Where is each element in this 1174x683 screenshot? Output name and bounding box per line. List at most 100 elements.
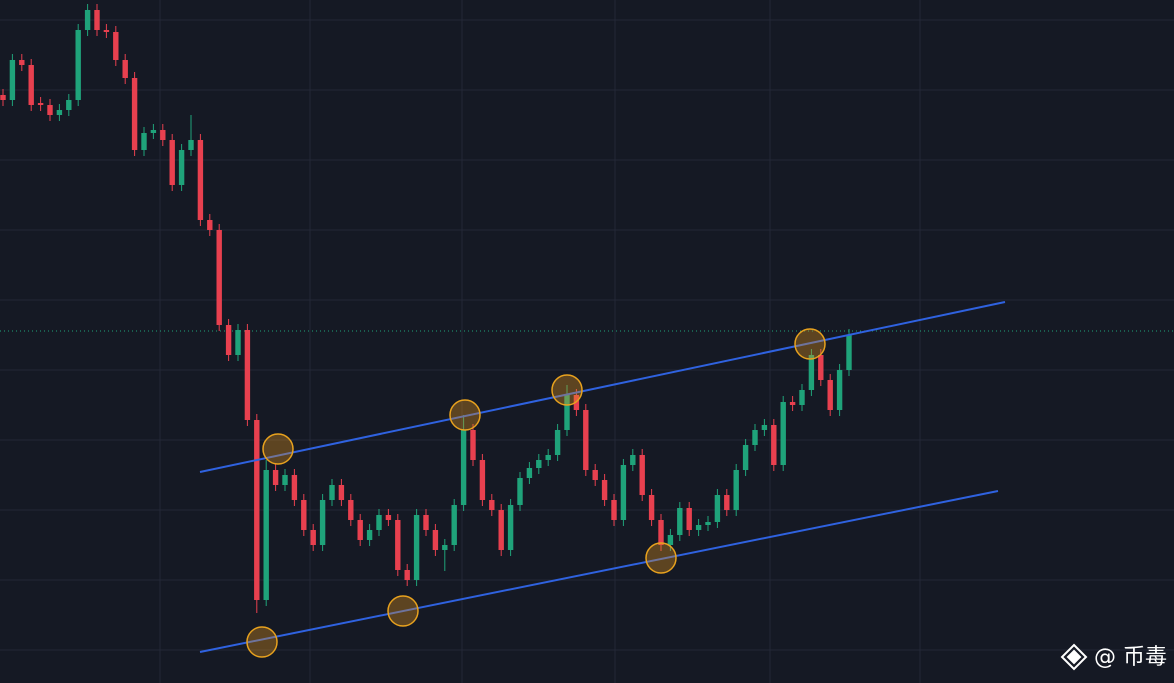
touch-marker <box>645 542 677 574</box>
candle-body <box>329 485 335 500</box>
touch-marker <box>262 433 294 465</box>
candle-body <box>742 445 749 470</box>
candle-body <box>818 355 824 380</box>
candle-body <box>37 103 44 105</box>
candle-body <box>366 530 373 540</box>
candle-body <box>846 335 852 370</box>
logo-center <box>1066 649 1082 665</box>
lower-channel-line <box>199 490 999 653</box>
candle-body <box>301 500 307 530</box>
candle-body <box>808 355 815 390</box>
candle-body <box>131 78 138 150</box>
candle-body <box>451 505 457 545</box>
candle-body <box>235 330 241 355</box>
candle-body <box>526 468 533 478</box>
candle-body <box>423 515 429 530</box>
touch-marker <box>449 399 481 431</box>
candle-body <box>564 395 570 430</box>
candle-body <box>686 508 692 530</box>
candle-body <box>291 475 298 500</box>
candle-body <box>84 10 91 30</box>
candle-body <box>601 480 608 500</box>
candle-body <box>66 100 72 110</box>
candle-body <box>28 65 34 105</box>
candle-body <box>836 370 843 410</box>
candle-body <box>150 130 157 133</box>
candle-body <box>160 130 166 140</box>
candle-body <box>639 455 645 495</box>
candle-body <box>620 465 627 520</box>
touch-marker <box>794 328 826 360</box>
watermark: @ 币毒 <box>1094 645 1167 670</box>
candle-body <box>413 515 420 580</box>
candle-body <box>752 430 758 445</box>
candle-body <box>141 133 147 150</box>
candle-body <box>479 460 486 500</box>
candle-body <box>507 505 514 550</box>
candle-body <box>517 478 523 505</box>
candle-body <box>695 525 702 530</box>
candle-body <box>658 520 664 545</box>
candle-body <box>113 32 119 60</box>
candle-body <box>827 380 833 410</box>
candle-body <box>178 150 185 185</box>
candle-body <box>714 495 721 522</box>
upper-channel-line <box>199 301 1006 473</box>
candle-body <box>489 500 495 510</box>
candle-body <box>761 425 768 430</box>
candle-body <box>9 60 16 100</box>
candle-body <box>667 535 674 545</box>
candle-body <box>19 60 25 65</box>
candle-body <box>319 500 326 545</box>
candle-body <box>536 460 542 468</box>
candles <box>0 4 852 613</box>
candle-body <box>385 515 392 520</box>
touch-marker <box>246 626 278 658</box>
candle-body <box>103 30 110 32</box>
candle-body <box>771 425 777 465</box>
candle-body <box>733 470 739 510</box>
candle-body <box>207 220 213 230</box>
candle-body <box>432 530 439 550</box>
candle-body <box>272 470 279 485</box>
candle-body <box>169 140 175 185</box>
touch-marker <box>551 374 583 406</box>
candle-body <box>357 520 363 540</box>
candle-body <box>75 30 81 100</box>
trend-lines <box>199 301 1006 653</box>
candle-body <box>188 140 194 150</box>
candle-body <box>376 515 382 530</box>
candle-body <box>0 95 6 100</box>
candle-body <box>197 140 204 220</box>
candle-body <box>338 485 345 500</box>
candle-body <box>94 10 100 30</box>
candle-body <box>498 510 504 550</box>
candle-body <box>705 522 711 525</box>
candle-body <box>254 420 260 600</box>
candle-body <box>554 430 561 455</box>
candle-body <box>348 500 354 520</box>
touch-marker <box>387 595 419 627</box>
candle-body <box>244 330 251 420</box>
candle-body <box>122 60 128 78</box>
candle-body <box>789 402 796 405</box>
logo-diamond <box>1060 643 1088 671</box>
candle-body <box>545 455 551 460</box>
candle-body <box>442 545 448 550</box>
candle-body <box>216 230 222 325</box>
candle-body <box>799 390 805 405</box>
candle-body <box>780 402 786 465</box>
candle-body <box>47 105 53 115</box>
candle-body <box>470 430 476 460</box>
candle-body <box>404 570 410 580</box>
candle-body <box>310 530 316 545</box>
candle-body <box>225 325 232 355</box>
candle-body <box>583 410 589 470</box>
candle-body <box>677 508 683 535</box>
touch-markers <box>246 328 826 658</box>
candle-body <box>56 110 63 115</box>
candle-body <box>592 470 598 480</box>
candle-body <box>263 470 269 600</box>
